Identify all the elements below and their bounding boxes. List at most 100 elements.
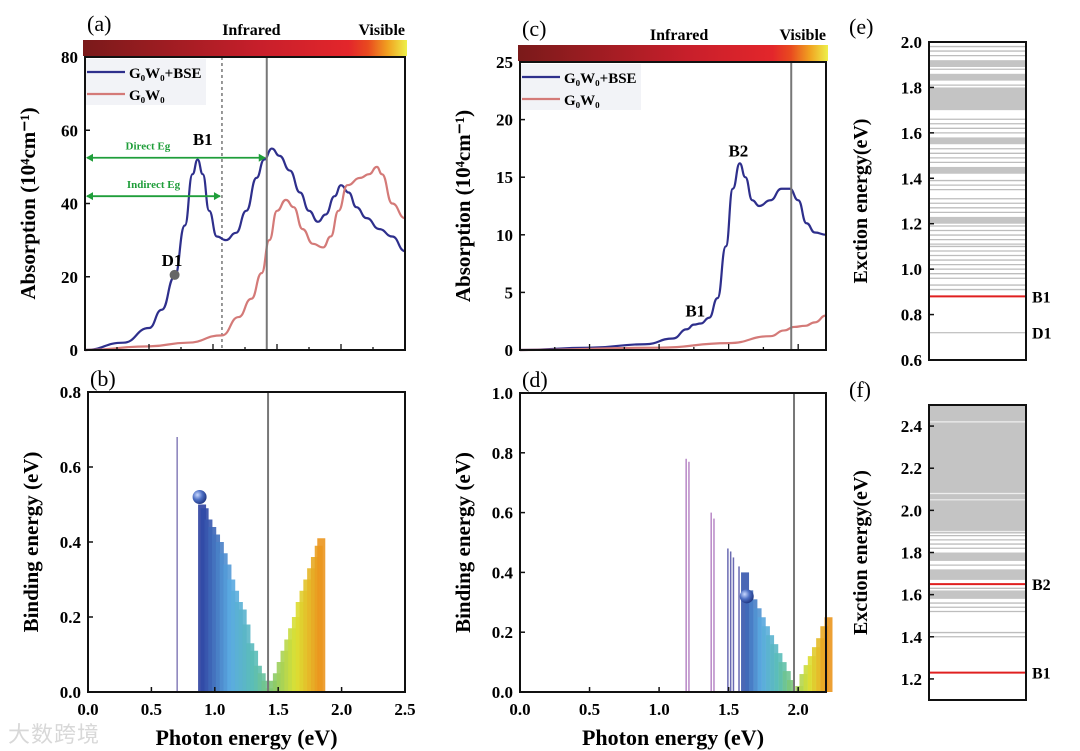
y-tick-label: 0 [70,341,79,360]
level-band [929,73,1026,81]
y-axis-label: Binding energy (eV) [451,452,475,633]
level-band [929,216,1026,224]
x-tick-label: 2.0 [331,700,352,719]
series-line-1 [519,314,827,352]
y-tick-label: 60 [61,121,78,140]
y-axis-label: Binding energy (eV) [19,452,43,633]
y-tick-label: 5 [505,283,514,302]
level-label: B1 [1032,666,1051,683]
exciton-bar [317,538,326,692]
plot-frame [519,61,827,351]
exciton-bar [688,461,690,692]
spectrum-label-visible: Visible [779,27,826,44]
y-tick-label: 1.6 [901,124,922,143]
level-band [929,87,1026,111]
panel-label: (e) [849,14,873,39]
y-tick-label: 1.6 [901,586,922,605]
level-label: B1 [1032,289,1051,306]
exciton-bar [745,590,754,692]
exciton-bar [727,548,729,692]
y-tick-label: 0.2 [492,623,513,642]
panel-label: (a) [87,11,111,36]
y-tick-label: 2.4 [901,417,923,436]
y-tick-label: 0.6 [60,458,81,477]
exciton-bar [738,566,740,692]
y-tick-label: 2.0 [901,33,922,52]
x-tick-label: 1.0 [204,700,225,719]
legend-background [86,59,206,105]
exciton-bar [816,638,825,692]
spectrum-label-infrared: Infrared [650,27,708,44]
x-tick-label: 1.0 [648,700,669,719]
spectrum-label-visible: Visible [358,22,405,39]
exciton-bar [261,680,270,692]
exciton-bar [176,437,178,692]
exciton-sphere [739,589,754,604]
exciton-bar [774,653,783,692]
y-tick-label: 1.4 [901,169,923,188]
spectrum-label-infrared: Infrared [222,22,280,39]
exciton-bar [741,572,750,692]
exciton-bar [757,617,766,692]
y-tick-label: 1.4 [901,628,923,647]
y-tick-label: 0 [505,341,514,360]
x-tick-label: 0.0 [77,700,98,719]
y-tick-label: 0.6 [901,351,922,370]
y-tick-label: 0.8 [901,306,922,325]
y-tick-label: 20 [496,111,513,130]
exciton-bar [732,557,735,692]
y-tick-label: 0.6 [492,504,513,523]
y-axis-label: Absorption (10⁴cm⁻¹) [16,107,40,299]
exciton-bar [807,656,816,692]
level-band [929,552,1026,561]
x-tick-label: 1.5 [718,700,739,719]
y-tick-label: 20 [61,268,78,287]
plot-frame [519,392,827,693]
exciton-bar [820,626,829,692]
y-tick-label: 2.2 [901,459,922,478]
level-band [929,569,1026,580]
level-label: B2 [1032,577,1051,594]
panel-label: (b) [90,366,116,391]
y-tick-label: 0.8 [60,383,81,402]
exciton-sphere [192,490,207,504]
x-tick-label: 0.0 [509,700,530,719]
legend-entry: G₀W₀+BSE [129,66,202,82]
spectrum-bar [518,45,828,61]
legend-background [521,64,641,110]
peak-label: B1 [685,302,705,321]
y-tick-label: 80 [61,48,78,67]
annotation-text: Indirect Eg [127,179,181,191]
y-tick-label: 0.0 [492,683,513,702]
y-tick-label: 25 [496,53,513,72]
y-tick-label: 40 [61,195,78,214]
annotation-text: Direct Eg [126,141,171,153]
legend-entry: G₀W₀ [564,93,600,109]
exciton-bar [761,626,770,692]
x-tick-label: 2.5 [394,700,415,719]
level-label: D1 [1032,326,1052,343]
exciton-bar [795,686,804,692]
watermark: 大数跨境 [8,723,101,748]
series-line-0 [519,162,827,352]
panel-c: (c) Infrared Visible G₀W₀+BSE G₀W₀ B2 B1 0 5 10 15… [451,16,828,360]
exciton-bar [811,647,820,692]
x-tick-label: 2.0 [788,700,809,719]
level-band [929,60,1026,67]
y-tick-label: 1.2 [901,670,922,689]
x-tick-label: 0.5 [579,700,600,719]
exciton-bar [685,458,687,692]
x-axis-label: Photon energy (eV) [582,725,764,750]
exciton-bar [786,680,795,692]
y-axis-label: Absorption (10⁴cm⁻¹) [451,110,475,302]
y-axis-label: Exction energy(eV) [850,119,872,284]
d1-marker [169,269,180,280]
peak-label: B1 [193,130,213,149]
level-band [929,590,1026,599]
panel-d: (d) 0.0 0.2 0.4 0.6 0.8 1.0 0.0 0.5 1.0 1.5 2.0 Phot… [451,367,833,750]
exciton-bar [770,644,779,692]
panel-f: (f) B2 B1 1.2 1.4 1.6 1.8 2.0 2.2 2.4 Exction ener… [849,377,1051,701]
y-tick-label: 1.8 [901,544,922,563]
exciton-bar [824,617,833,692]
y-tick-label: 1.2 [901,215,922,234]
